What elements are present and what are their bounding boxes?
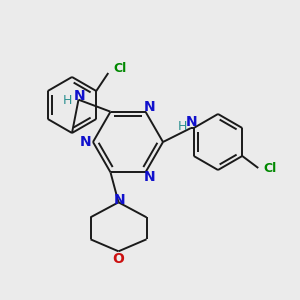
Text: N: N	[186, 115, 198, 129]
Text: N: N	[74, 89, 85, 103]
Text: N: N	[114, 193, 125, 207]
Text: N: N	[144, 170, 155, 184]
Text: H: H	[177, 121, 187, 134]
Text: Cl: Cl	[263, 163, 277, 176]
Text: N: N	[80, 135, 92, 149]
Text: H: H	[63, 94, 72, 107]
Text: Cl: Cl	[113, 62, 127, 76]
Text: O: O	[112, 252, 124, 266]
Text: N: N	[144, 100, 155, 114]
